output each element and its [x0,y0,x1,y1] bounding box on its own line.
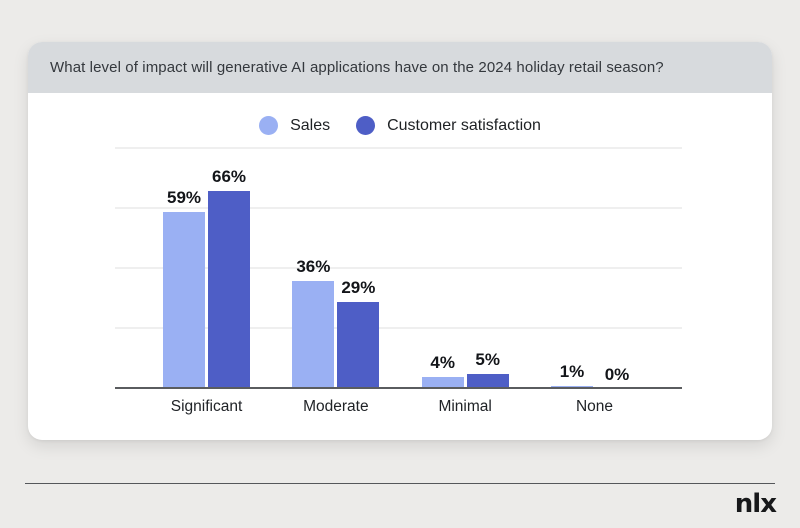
bar-value-label: 5% [475,350,500,369]
gridline-20 [115,327,682,329]
bar-sales [163,212,205,389]
category-label-none: None [575,398,614,415]
bar-wrap: 1% [550,362,593,389]
bar-value-label: 36% [296,257,331,276]
bar-group-moderate: 36% 29% [292,257,380,389]
bar-value-label: 0% [604,365,630,384]
bar-customer-satisfaction [337,302,380,389]
gridline-60 [115,207,682,209]
footer-divider [25,483,775,484]
x-axis-line [115,387,682,389]
bar-value-label: 4% [430,353,455,372]
nlx-logo: nlx [734,489,777,519]
gridline-40 [115,267,682,269]
legend-item-customer-satisfaction: Customer satisfaction [356,116,541,135]
bar-groups: 59% 66% 36% 29% 4% 5% 1% 0% [115,139,682,389]
chart-body: Sales Customer satisfaction 59% 66% 36% 29% 4… [28,116,772,416]
plot-area: 59% 66% 36% 29% 4% 5% 1% 0% [115,139,682,389]
category-label-minimal: Minimal [438,398,492,415]
legend-item-sales: Sales [259,116,330,135]
legend-label: Customer satisfaction [387,116,541,134]
bar-value-label: 1% [559,362,585,381]
bar-group-significant: 59% 66% [163,167,250,389]
legend-label: Sales [290,116,331,134]
bar-customer-satisfaction [466,374,509,389]
bar-wrap: 4% [421,353,464,389]
bar-wrap: 59% [163,188,205,389]
bar-value-label: 66% [211,167,247,186]
bar-wrap: 66% [208,167,250,389]
category-label-significant: Significant [170,398,243,415]
legend: Sales Customer satisfaction [28,116,772,135]
legend-color-dot [356,116,376,135]
bar-group-minimal: 4% 5% [421,350,509,389]
chart-title-banner: What level of impact will generative AI … [28,42,772,93]
category-label-moderate: Moderate [303,398,369,415]
bar-wrap: 29% [337,278,380,389]
gridline-80 [115,147,682,149]
bar-sales [421,377,464,389]
bar-value-label: 59% [166,188,202,207]
legend-color-dot [259,116,279,135]
chart-card: What level of impact will generative AI … [28,42,772,440]
bar-wrap: 5% [466,350,509,389]
bar-wrap: 0% [596,365,638,389]
category-labels: Significant Moderate Minimal None [115,398,682,416]
bar-value-label: 29% [341,278,376,297]
bar-group-none: 1% 0% [550,362,638,389]
bar-wrap: 36% [292,257,335,389]
chart-title: What level of impact will generative AI … [50,59,664,76]
bar-sales [292,281,335,389]
bar-customer-satisfaction [208,191,250,389]
